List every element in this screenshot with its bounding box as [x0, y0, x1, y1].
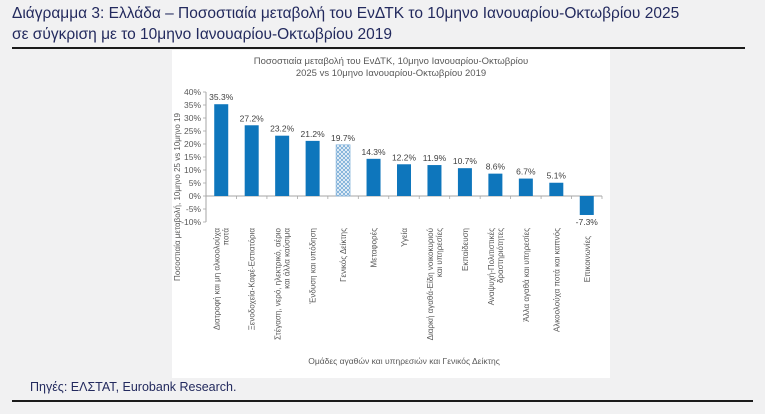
bar-value-label: 14.3% — [361, 147, 386, 157]
sources-note: Πηγές: ΕΛΣΤΑΤ, Eurobank Research. — [30, 380, 237, 394]
footer-divider — [12, 400, 753, 402]
category-label-line: Υγεία — [400, 228, 409, 247]
y-axis-tick-label: -10% — [181, 217, 201, 227]
bar — [457, 168, 472, 196]
category-label-line: Αλκοολούχα ποτά και καπνός — [552, 228, 561, 332]
y-axis-tick-label: 40% — [184, 87, 201, 97]
header-divider — [12, 47, 745, 49]
bar-value-label: 10.7% — [453, 156, 478, 166]
category-label-line: Επικοινωνίες — [583, 236, 592, 282]
y-axis-tick-label: 35% — [184, 100, 201, 110]
bar-value-label: 21.2% — [301, 129, 326, 139]
bar-value-label: 6.7% — [516, 167, 536, 177]
chart-card: Ποσοστιαία μεταβολή του ΕνΔΤΚ, 10μηνο Ια… — [172, 50, 610, 378]
page-title: Διάγραμμα 3: Ελλάδα – Ποσοστιαία μεταβολ… — [12, 4, 757, 46]
y-axis-tick-label: 0% — [189, 191, 202, 201]
category-label-line: και υπηρεσίες — [435, 228, 444, 277]
bar — [244, 125, 259, 196]
y-axis-tick-label: 5% — [189, 178, 202, 188]
chart-title-line: Ποσοστιαία μεταβολή του ΕνΔΤΚ, 10μηνο Ια… — [254, 56, 528, 67]
bar — [488, 173, 503, 196]
y-axis-tick-label: 20% — [184, 139, 201, 149]
y-axis-tick-label: 30% — [184, 113, 201, 123]
bar-value-label: 8.6% — [486, 162, 506, 172]
bar — [275, 135, 290, 196]
category-label-line: Στέγαση, νερό, ηλεκτρικό, αέριο — [274, 227, 283, 340]
category-label-line: ποτά — [222, 228, 231, 246]
y-axis-title: Ποσοστιαία μεταβολή, 10μηνο 25 vs 10μηνο… — [173, 113, 182, 281]
bar — [518, 178, 533, 196]
page-title-line-2: σε σύγκριση με το 10μηνο Ιανουαρίου-Οκτω… — [12, 25, 392, 43]
category-label-line: Διαρκή αγαθά-Είδη νοικοκυριού — [426, 228, 435, 340]
bar — [305, 140, 320, 196]
category-label-line: Άλλα αγαθά και υπηρεσίες — [522, 228, 531, 322]
bar-value-label: 19.7% — [331, 133, 356, 143]
bar — [214, 104, 229, 196]
bar — [549, 182, 564, 196]
bar-chart: Ποσοστιαία μεταβολή του ΕνΔΤΚ, 10μηνο Ια… — [173, 56, 603, 366]
bar-value-label: 5.1% — [547, 171, 567, 181]
category-label-line: Ξενοδοχεία-Καφέ-Εστιατόρια — [248, 228, 257, 331]
category-label-line: Διατροφή και μη αλκοολούχα — [213, 228, 222, 331]
category-label-line: Γενικός Δείκτης — [339, 228, 348, 282]
category-label-line: Εκπαίδευση — [461, 228, 470, 271]
bar-value-label: 23.2% — [270, 124, 295, 134]
page-title-line-1: Διάγραμμα 3: Ελλάδα – Ποσοστιαία μεταβολ… — [12, 5, 680, 22]
category-label-line: Αναψυχή-Πολιτιστικές — [487, 228, 496, 305]
category-label-line: και άλλα καύσιμα — [283, 228, 292, 289]
bar — [397, 164, 411, 196]
category-label-line: Μεταφορές — [370, 228, 379, 268]
category-label-line: δραστηριότητες — [496, 228, 505, 283]
bar-general-index — [335, 144, 351, 197]
y-axis-tick-label: 15% — [184, 152, 201, 162]
bar — [427, 165, 442, 196]
bar — [579, 196, 594, 215]
bar-value-label: 12.2% — [392, 152, 417, 162]
bar-value-label: 11.9% — [423, 153, 447, 163]
bar-value-label: -7.3% — [576, 217, 599, 227]
chart-title-line: 2025 vs 10μηνο Ιανουαρίου-Οκτωβρίου 2019 — [296, 68, 486, 79]
category-label-line: Ένδυση και υπόδηση — [309, 228, 318, 305]
bar-value-label: 35.3% — [209, 92, 234, 102]
y-axis-tick-label: -5% — [186, 204, 202, 214]
y-axis-tick-label: 25% — [184, 126, 201, 136]
x-axis-title: Ομάδες αγαθών και υπηρεσιών και Γενικός … — [308, 356, 500, 366]
bar-value-label: 27.2% — [240, 113, 265, 123]
y-axis-tick-label: 10% — [184, 165, 201, 175]
bar — [366, 158, 381, 196]
